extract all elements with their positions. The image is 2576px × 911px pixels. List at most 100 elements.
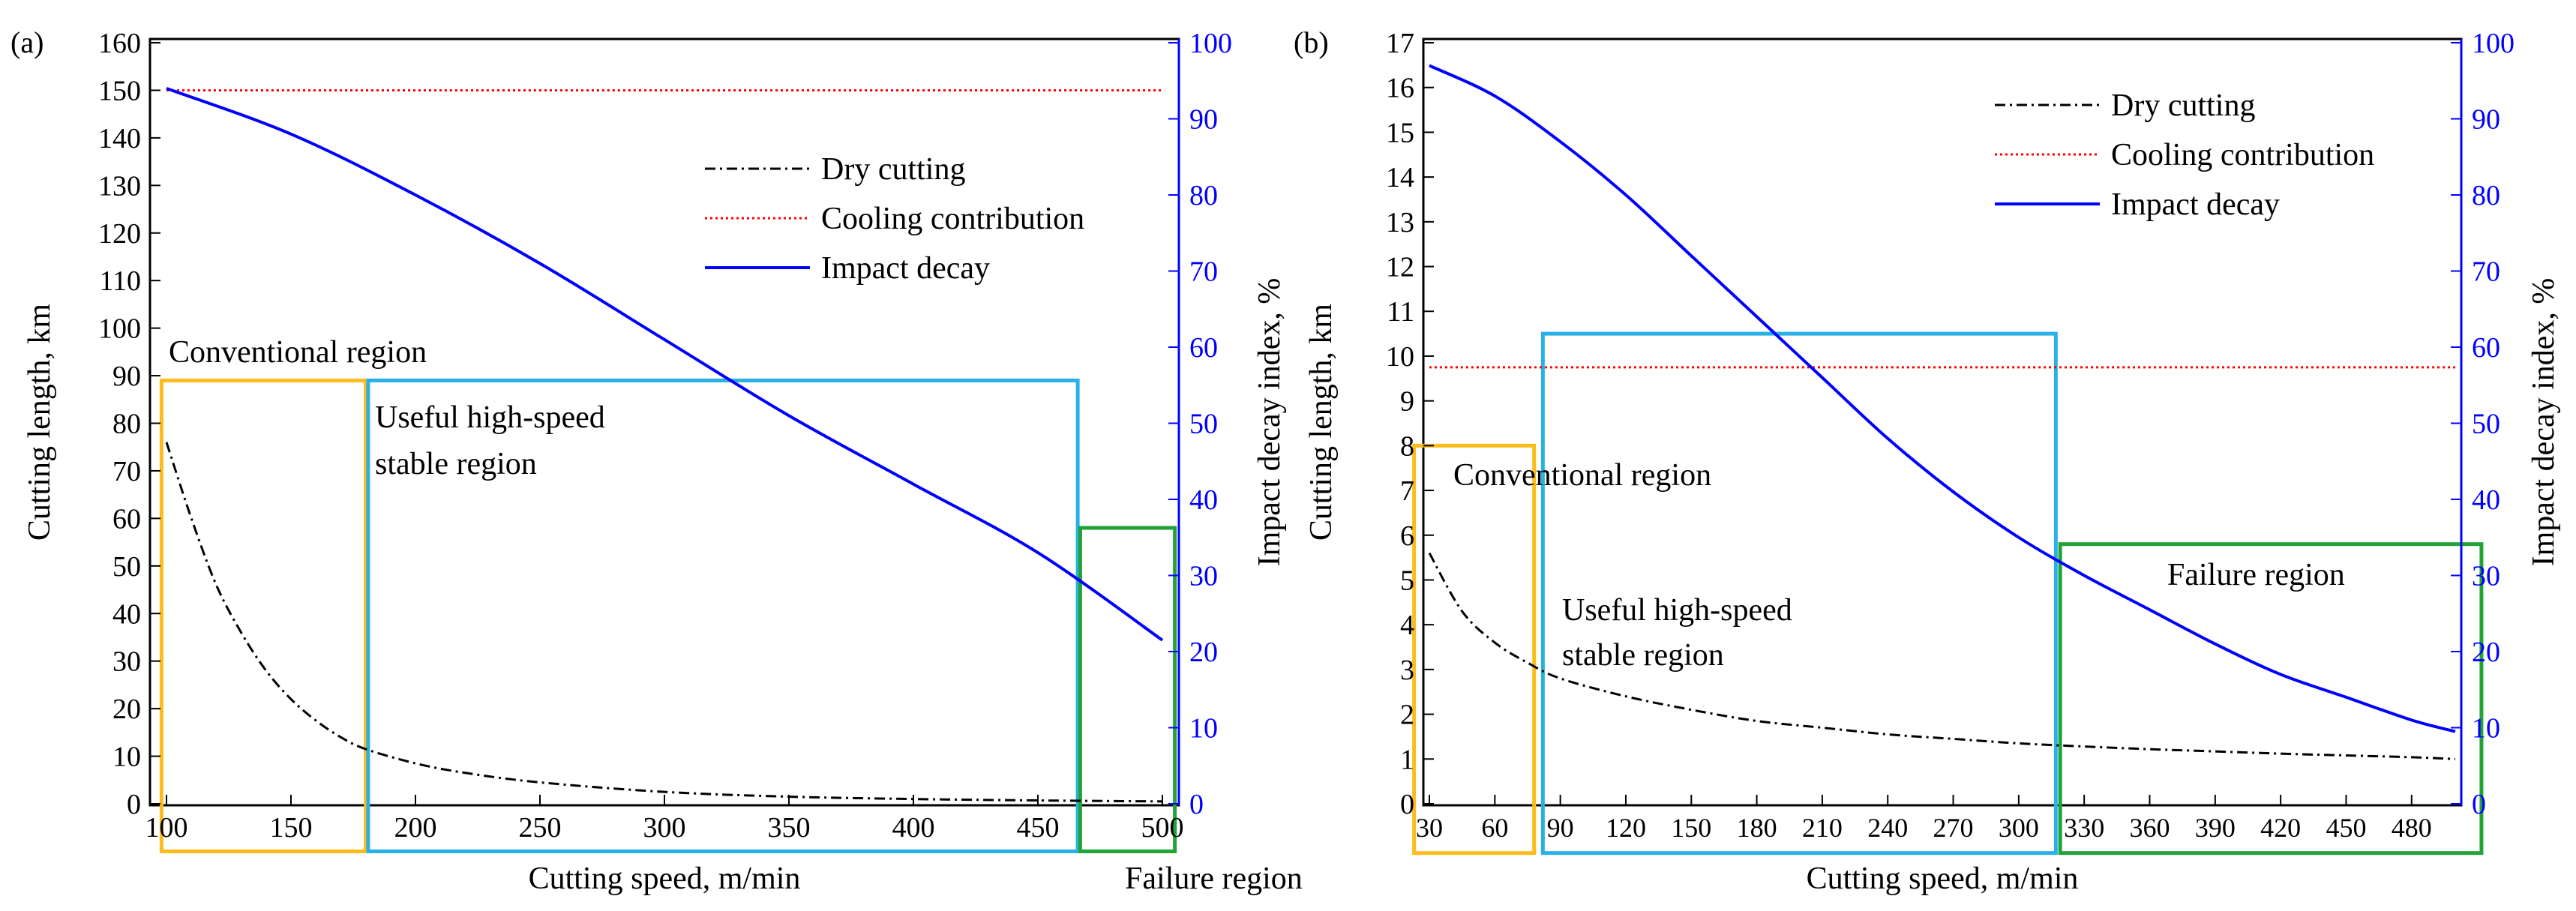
region-box-2 [1078, 526, 1177, 853]
panel-a-plot-frame [148, 37, 1180, 807]
legend-entry-label: Cooling contribution [2111, 138, 2374, 172]
panel-b-y-axis-right-label: Impact decay index, % [2527, 278, 2561, 567]
x-tick-label: 450 [2326, 813, 2366, 843]
panel-b-x-axis-label: Cutting speed, m/min [1807, 862, 2079, 896]
y-right-tick-label: 50 [1189, 409, 1218, 440]
legend-entry-label: Dry cutting [2111, 88, 2255, 123]
y-left-tick-label: 120 [98, 218, 141, 250]
x-tick-label: 350 [768, 812, 811, 844]
y-right-tick-label: 40 [2472, 484, 2500, 516]
y-right-tick-label: 20 [2472, 637, 2500, 668]
y-left-tick-label: 150 [98, 75, 141, 106]
panel-b-useful-region-label: Useful high-speed stable region [1562, 593, 1800, 673]
y-right-tick-label: 90 [1189, 104, 1218, 136]
y-left-tick-label: 160 [98, 28, 141, 59]
y-left-tick-label: 80 [112, 409, 141, 440]
x-tick-label: 150 [1671, 813, 1711, 843]
x-tick-label: 250 [519, 812, 562, 844]
x-tick-label: 420 [2260, 813, 2301, 843]
panel-b-y-axis-left-label: Cutting length, km [1304, 304, 1339, 541]
y-right-tick-label: 50 [2472, 409, 2500, 440]
region-box-1 [1540, 331, 2058, 856]
x-tick-label: 480 [2392, 813, 2432, 843]
panel-b-legend: Dry cutting Cooling contribution Impact de… [1995, 88, 2374, 222]
x-tick-label: 390 [2195, 813, 2236, 843]
y-left-tick-label: 15 [1386, 117, 1414, 148]
panel-a-legend: Dry cutting Cooling contribution Impact de… [705, 152, 1084, 286]
y-right-tick-label: 10 [1189, 713, 1218, 745]
x-tick-label: 300 [1999, 813, 2039, 843]
y-left-tick-label: 7 [1400, 475, 1414, 507]
y-left-tick-label: 100 [98, 313, 141, 345]
x-tick-label: 120 [1606, 813, 1646, 843]
x-tick-label: 400 [892, 812, 935, 844]
y-right-tick-label: 100 [1189, 28, 1232, 59]
legend-entry-label: Dry cutting [821, 152, 965, 187]
y-left-tick-label: 60 [112, 503, 141, 535]
x-tick-label: 60 [1481, 813, 1508, 843]
y-right-tick-label: 100 [2472, 28, 2515, 59]
y-left-tick-label: 9 [1400, 386, 1414, 418]
x-tick-label: 100 [145, 812, 188, 844]
y-right-tick-label: 70 [1189, 256, 1218, 288]
y-right-tick-label: 70 [2472, 256, 2500, 288]
region-box-0 [159, 378, 368, 853]
y-left-tick-label: 1 [1400, 744, 1414, 775]
legend-entry-label: Impact decay [2111, 187, 2280, 222]
panel-b-label: (b) [1294, 25, 1329, 59]
x-tick-label: 200 [394, 812, 437, 844]
y-right-tick-label: 90 [2472, 104, 2500, 136]
region-box-0 [1412, 443, 1537, 856]
panel-a-conventional-region-label: Conventional region [169, 335, 427, 370]
y-left-tick-label: 0 [1400, 789, 1414, 820]
panel-b-failure-region-label: Failure region [2167, 558, 2345, 592]
panel-a-label: (a) [10, 25, 43, 59]
panel-a-failure-region-label: Failure region [1125, 862, 1303, 896]
y-left-tick-label: 0 [127, 789, 141, 820]
y-left-tick-label: 10 [1386, 341, 1414, 373]
y-right-tick-label: 60 [2472, 332, 2500, 364]
panel-a-y-axis-right-label: Impact decay index, % [1252, 278, 1287, 567]
y-right-tick-label: 30 [2472, 561, 2500, 592]
y-left-tick-label: 8 [1400, 430, 1414, 462]
y-left-tick-label: 70 [112, 456, 141, 487]
y-left-tick-label: 3 [1400, 655, 1414, 686]
y-left-tick-label: 16 [1386, 73, 1414, 104]
panel-a-useful-region-label: Useful high-speed stable region [375, 400, 613, 481]
y-right-tick-label: 30 [1189, 561, 1218, 592]
x-tick-label: 300 [643, 812, 686, 844]
series-line-dry-cutting [165, 442, 1163, 803]
y-right-tick-label: 80 [2472, 180, 2500, 211]
region-box-1 [366, 378, 1080, 853]
y-left-tick-label: 130 [98, 170, 141, 202]
panel-a: (a) 100 150 200 250 300 350 400 450 500 01020304… [10, 25, 1303, 896]
y-right-tick-label: 20 [1189, 637, 1218, 668]
y-left-tick-label: 14 [1386, 162, 1414, 193]
series-line-dry-cutting [1428, 552, 2456, 760]
x-tick-label: 330 [2064, 813, 2104, 843]
y-left-tick-label: 12 [1386, 252, 1414, 283]
y-left-tick-label: 110 [99, 265, 141, 297]
y-left-tick-label: 13 [1386, 207, 1414, 238]
x-tick-label: 210 [1802, 813, 1843, 843]
y-left-tick-label: 4 [1400, 610, 1414, 641]
y-right-tick-label: 60 [1189, 332, 1218, 364]
y-left-tick-label: 50 [112, 551, 141, 583]
legend-entry-label: Impact decay [821, 251, 990, 286]
panel-a-y-axis-left-label: Cutting length, km [22, 304, 57, 541]
y-left-tick-label: 90 [112, 361, 141, 392]
y-left-tick-label: 10 [112, 742, 141, 773]
region-box-2 [2058, 542, 2484, 856]
x-tick-label: 180 [1737, 813, 1777, 843]
panel-b: (b) 30 60 90 120 150 180 210 240 270 300 330 360 390… [1294, 25, 2561, 896]
legend-entry-label: Cooling contribution [821, 202, 1084, 236]
x-tick-label: 450 [1017, 812, 1060, 844]
x-tick-label: 150 [270, 812, 313, 844]
y-left-tick-label: 6 [1400, 520, 1414, 552]
y-left-tick-label: 17 [1386, 28, 1414, 59]
x-tick-label: 90 [1547, 813, 1574, 843]
y-left-tick-label: 5 [1400, 565, 1414, 596]
y-left-tick-label: 140 [98, 123, 141, 154]
x-tick-label: 500 [1141, 812, 1184, 844]
